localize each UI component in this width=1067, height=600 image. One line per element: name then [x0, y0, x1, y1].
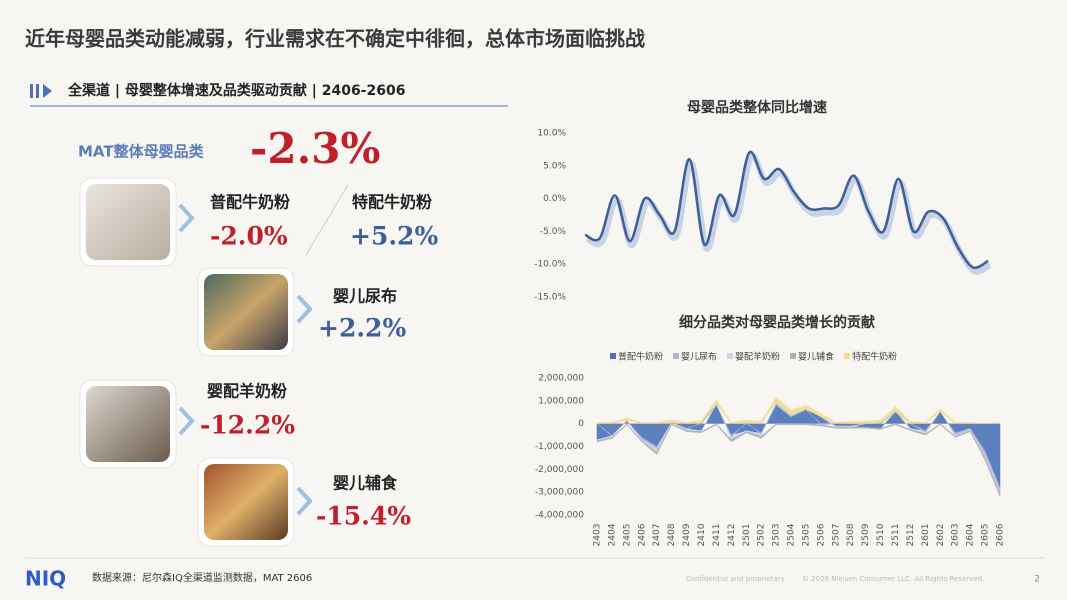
area — [596, 402, 1001, 492]
chart-title: 母婴品类整体同比增速 — [687, 99, 827, 116]
y-tick-label: 2,000,000 — [538, 374, 584, 384]
item-name: 婴儿尿布 — [333, 287, 397, 306]
y-tick-label: 0.0% — [543, 194, 566, 204]
item-name: 普配牛奶粉 — [210, 193, 290, 212]
x-tick-label: 2508 — [846, 523, 856, 546]
x-tick-label: 2503 — [772, 524, 782, 547]
x-tick-label: 2605 — [981, 524, 991, 547]
x-tick-label: 2512 — [906, 524, 916, 547]
mat-label: MAT整体母婴品类 — [78, 143, 205, 161]
y-tick-label: -2,000,000 — [535, 465, 584, 475]
x-tick-label: 2603 — [951, 524, 961, 547]
x-tick-label: 2404 — [607, 523, 617, 546]
item-value: +2.2% — [318, 314, 406, 343]
x-tick-label: 2411 — [712, 524, 722, 547]
x-tick-label: 2511 — [891, 524, 901, 547]
x-tick-label: 2408 — [667, 523, 677, 546]
x-tick-label: 2606 — [996, 523, 1006, 546]
x-tick-label: 2509 — [861, 523, 871, 546]
x-tick-label: 2502 — [757, 524, 767, 547]
line-shadow — [585, 152, 992, 275]
legend-swatch — [673, 353, 680, 359]
source: 数据来源：尼尔森IQ全渠道监测数据，MAT 2606 — [92, 571, 312, 584]
images — [79, 177, 349, 547]
section-icon — [30, 84, 52, 98]
x-tick-label: 2602 — [936, 524, 946, 547]
item-name: 特配牛奶粉 — [352, 193, 432, 212]
x-tick-label: 2410 — [697, 523, 707, 546]
line — [584, 150, 989, 270]
chart-title: 细分品类对母婴品类增长的贡献 — [679, 314, 875, 331]
logo: NIQ — [25, 567, 66, 591]
copyright: © 2026 Nielsen Consumer LLC. All Rights … — [802, 575, 984, 583]
x-tick-label: 2510 — [876, 523, 886, 546]
slide-title: 近年母婴品类动能减弱，行业需求在不确定中徘徊，总体市场面临挑战 — [25, 27, 645, 51]
legend-label: 婴儿尿布 — [681, 351, 717, 363]
area — [596, 423, 1001, 497]
item-name: 婴儿辅食 — [333, 474, 398, 493]
x-tick-label: 2501 — [742, 524, 752, 547]
x-tick-label: 2412 — [727, 524, 737, 547]
legend-label: 普配牛奶粉 — [618, 351, 663, 363]
mat-value: -2.3% — [250, 124, 380, 173]
y-tick-label: -15.0% — [534, 293, 566, 303]
legend-label: 婴配羊奶粉 — [735, 351, 780, 363]
y-tick-label: -1,000,000 — [535, 442, 584, 452]
section-title: 全渠道 | 母婴整体增速及品类驱动贡献 | 2406-2606 — [67, 82, 405, 99]
x-tick-label: 2601 — [921, 524, 931, 547]
item-value: -15.4% — [316, 502, 411, 531]
legend-swatch — [610, 353, 616, 359]
y-tick-label: 1,000,000 — [538, 396, 584, 406]
x-tick-label: 2409 — [682, 523, 692, 546]
item-value: +5.2% — [350, 222, 438, 251]
y-tick-label: -10.0% — [534, 260, 566, 270]
item-name: 婴配羊奶粉 — [207, 382, 287, 401]
legend-swatch — [790, 353, 797, 359]
legend-swatch — [727, 353, 734, 359]
x-tick-label: 2406 — [637, 523, 647, 546]
x-tick-label: 2507 — [831, 524, 841, 547]
item-value: -2.0% — [210, 222, 288, 251]
y-tick-label: -3,000,000 — [535, 488, 584, 498]
confidential: Confidential and proprietary — [686, 575, 785, 583]
y-tick-label: -5.0% — [540, 227, 567, 237]
x-tick-label: 2505 — [801, 524, 811, 547]
y-tick-label: 10.0% — [537, 129, 566, 139]
y-tick-label: 0 — [578, 419, 584, 429]
x-tick-label: 2604 — [966, 523, 976, 546]
x-tick-label: 2407 — [652, 524, 662, 547]
page-number: 2 — [1034, 575, 1040, 585]
y-tick-label: -4,000,000 — [535, 511, 584, 521]
x-tick-label: 2405 — [622, 524, 632, 547]
x-tick-label: 2403 — [593, 524, 603, 547]
legend-label: 婴儿辅食 — [798, 351, 834, 363]
legend-label: 特配牛奶粉 — [852, 351, 897, 363]
y-tick-label: 5.0% — [543, 161, 566, 171]
legend-swatch — [844, 353, 851, 359]
item-value: -12.2% — [200, 411, 295, 440]
x-tick-label: 2506 — [816, 523, 826, 546]
x-tick-label: 2504 — [787, 523, 797, 546]
